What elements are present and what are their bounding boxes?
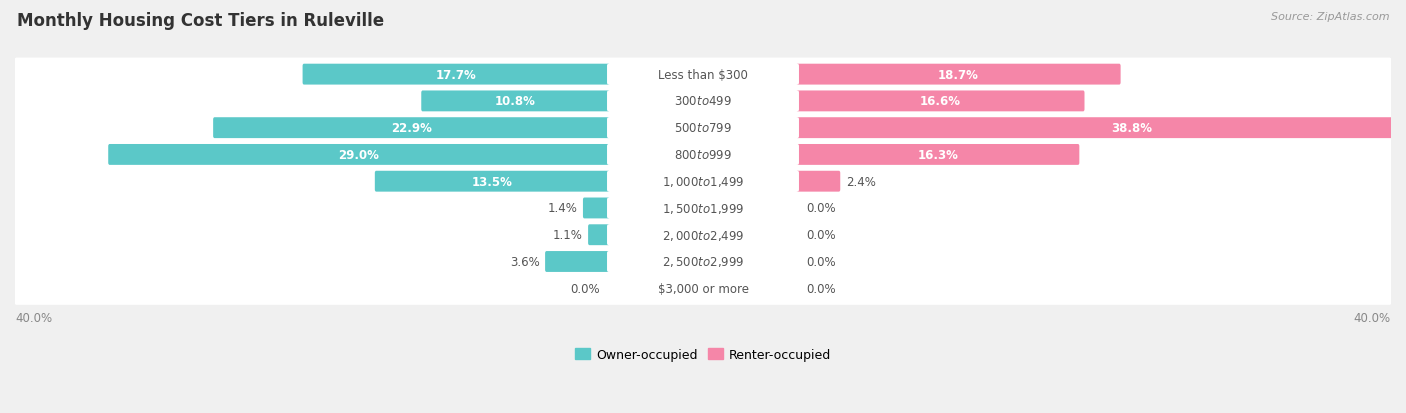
FancyBboxPatch shape [607,225,799,246]
FancyBboxPatch shape [14,192,1392,225]
Text: $1,500 to $1,999: $1,500 to $1,999 [662,202,744,216]
FancyBboxPatch shape [546,252,610,272]
Text: 0.0%: 0.0% [571,282,600,295]
Text: $2,500 to $2,999: $2,500 to $2,999 [662,255,744,269]
FancyBboxPatch shape [607,91,799,112]
FancyBboxPatch shape [14,85,1392,118]
Text: 40.0%: 40.0% [15,311,52,325]
Text: 0.0%: 0.0% [806,229,835,242]
Text: 18.7%: 18.7% [938,69,979,81]
FancyBboxPatch shape [14,112,1392,145]
FancyBboxPatch shape [583,198,610,219]
FancyBboxPatch shape [588,225,610,246]
FancyBboxPatch shape [607,64,799,85]
FancyBboxPatch shape [14,58,1392,92]
Legend: Owner-occupied, Renter-occupied: Owner-occupied, Renter-occupied [569,343,837,366]
FancyBboxPatch shape [607,145,799,166]
FancyBboxPatch shape [607,252,799,272]
Text: $300 to $499: $300 to $499 [673,95,733,108]
FancyBboxPatch shape [607,198,799,219]
FancyBboxPatch shape [108,145,610,166]
FancyBboxPatch shape [796,91,1084,112]
FancyBboxPatch shape [796,171,841,192]
Text: 1.4%: 1.4% [547,202,578,215]
Text: 0.0%: 0.0% [806,255,835,268]
FancyBboxPatch shape [607,118,799,139]
FancyBboxPatch shape [214,118,610,139]
FancyBboxPatch shape [302,64,610,85]
Text: 40.0%: 40.0% [1354,311,1391,325]
Text: 29.0%: 29.0% [339,149,380,161]
Text: 16.6%: 16.6% [920,95,960,108]
Text: $800 to $999: $800 to $999 [673,149,733,161]
FancyBboxPatch shape [422,91,610,112]
FancyBboxPatch shape [796,118,1406,139]
FancyBboxPatch shape [796,64,1121,85]
FancyBboxPatch shape [14,272,1392,305]
Text: 1.1%: 1.1% [553,229,582,242]
Text: Monthly Housing Cost Tiers in Ruleville: Monthly Housing Cost Tiers in Ruleville [17,12,384,30]
FancyBboxPatch shape [607,278,799,299]
Text: 10.8%: 10.8% [495,95,536,108]
Text: 13.5%: 13.5% [472,175,513,188]
Text: $500 to $799: $500 to $799 [673,122,733,135]
Text: 16.3%: 16.3% [917,149,959,161]
FancyBboxPatch shape [14,218,1392,252]
Text: Less than $300: Less than $300 [658,69,748,81]
Text: 17.7%: 17.7% [436,69,477,81]
FancyBboxPatch shape [14,245,1392,278]
Text: 0.0%: 0.0% [806,202,835,215]
Text: $3,000 or more: $3,000 or more [658,282,748,295]
FancyBboxPatch shape [14,165,1392,198]
FancyBboxPatch shape [14,138,1392,172]
FancyBboxPatch shape [375,171,610,192]
Text: Source: ZipAtlas.com: Source: ZipAtlas.com [1271,12,1389,22]
Text: 2.4%: 2.4% [846,175,876,188]
Text: 3.6%: 3.6% [510,255,540,268]
Text: 38.8%: 38.8% [1111,122,1152,135]
Text: $2,000 to $2,499: $2,000 to $2,499 [662,228,744,242]
Text: 0.0%: 0.0% [806,282,835,295]
FancyBboxPatch shape [607,171,799,192]
Text: $1,000 to $1,499: $1,000 to $1,499 [662,175,744,189]
Text: 22.9%: 22.9% [391,122,432,135]
FancyBboxPatch shape [796,145,1080,166]
